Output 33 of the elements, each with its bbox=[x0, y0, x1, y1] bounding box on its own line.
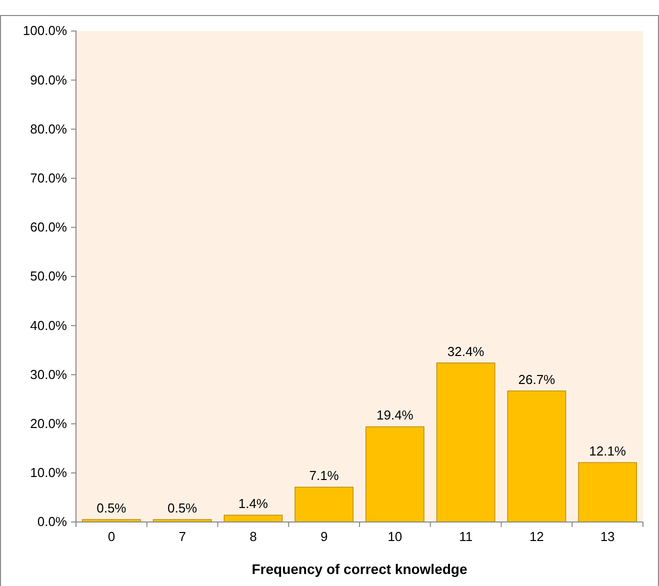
x-tick-label: 0 bbox=[108, 529, 116, 544]
y-tick-label: 80.0% bbox=[30, 121, 68, 136]
x-axis-title: Frequency of correct knowledge bbox=[252, 561, 468, 577]
y-tick-label: 100.0% bbox=[22, 23, 68, 38]
y-tick-label: 90.0% bbox=[30, 72, 68, 88]
x-tick-label: 8 bbox=[250, 529, 257, 544]
bar bbox=[294, 486, 354, 522]
x-tick-label: 10 bbox=[388, 529, 402, 544]
data-label: 32.4% bbox=[447, 344, 485, 359]
data-label: 26.7% bbox=[518, 372, 556, 387]
x-tick-label: 12 bbox=[529, 529, 544, 544]
y-tick-label: 50.0% bbox=[30, 268, 68, 284]
data-label: 0.5% bbox=[167, 500, 198, 516]
x-tick-label: 7 bbox=[178, 529, 186, 544]
data-label: 19.4% bbox=[376, 408, 414, 423]
data-label: 12.1% bbox=[589, 444, 626, 459]
x-tick-label: 11 bbox=[459, 529, 473, 544]
bar bbox=[366, 426, 424, 522]
bar bbox=[578, 462, 637, 522]
x-tick-label: 9 bbox=[320, 529, 328, 544]
y-tick-label: 40.0% bbox=[30, 318, 68, 333]
y-tick-label: 70.0% bbox=[30, 170, 68, 186]
y-tick-label: 20.0% bbox=[30, 416, 68, 431]
y-tick-label: 30.0% bbox=[30, 366, 68, 382]
x-tick-label: 13 bbox=[600, 529, 615, 544]
data-label: 7.1% bbox=[309, 468, 340, 484]
bar bbox=[507, 390, 566, 522]
y-tick-label: 0.0% bbox=[37, 514, 68, 530]
y-tick-label: 10.0% bbox=[30, 465, 68, 480]
data-label: 0.5% bbox=[96, 500, 127, 516]
y-tick-label: 60.0% bbox=[30, 220, 68, 235]
bar bbox=[436, 362, 496, 522]
data-label: 1.4% bbox=[238, 496, 268, 512]
